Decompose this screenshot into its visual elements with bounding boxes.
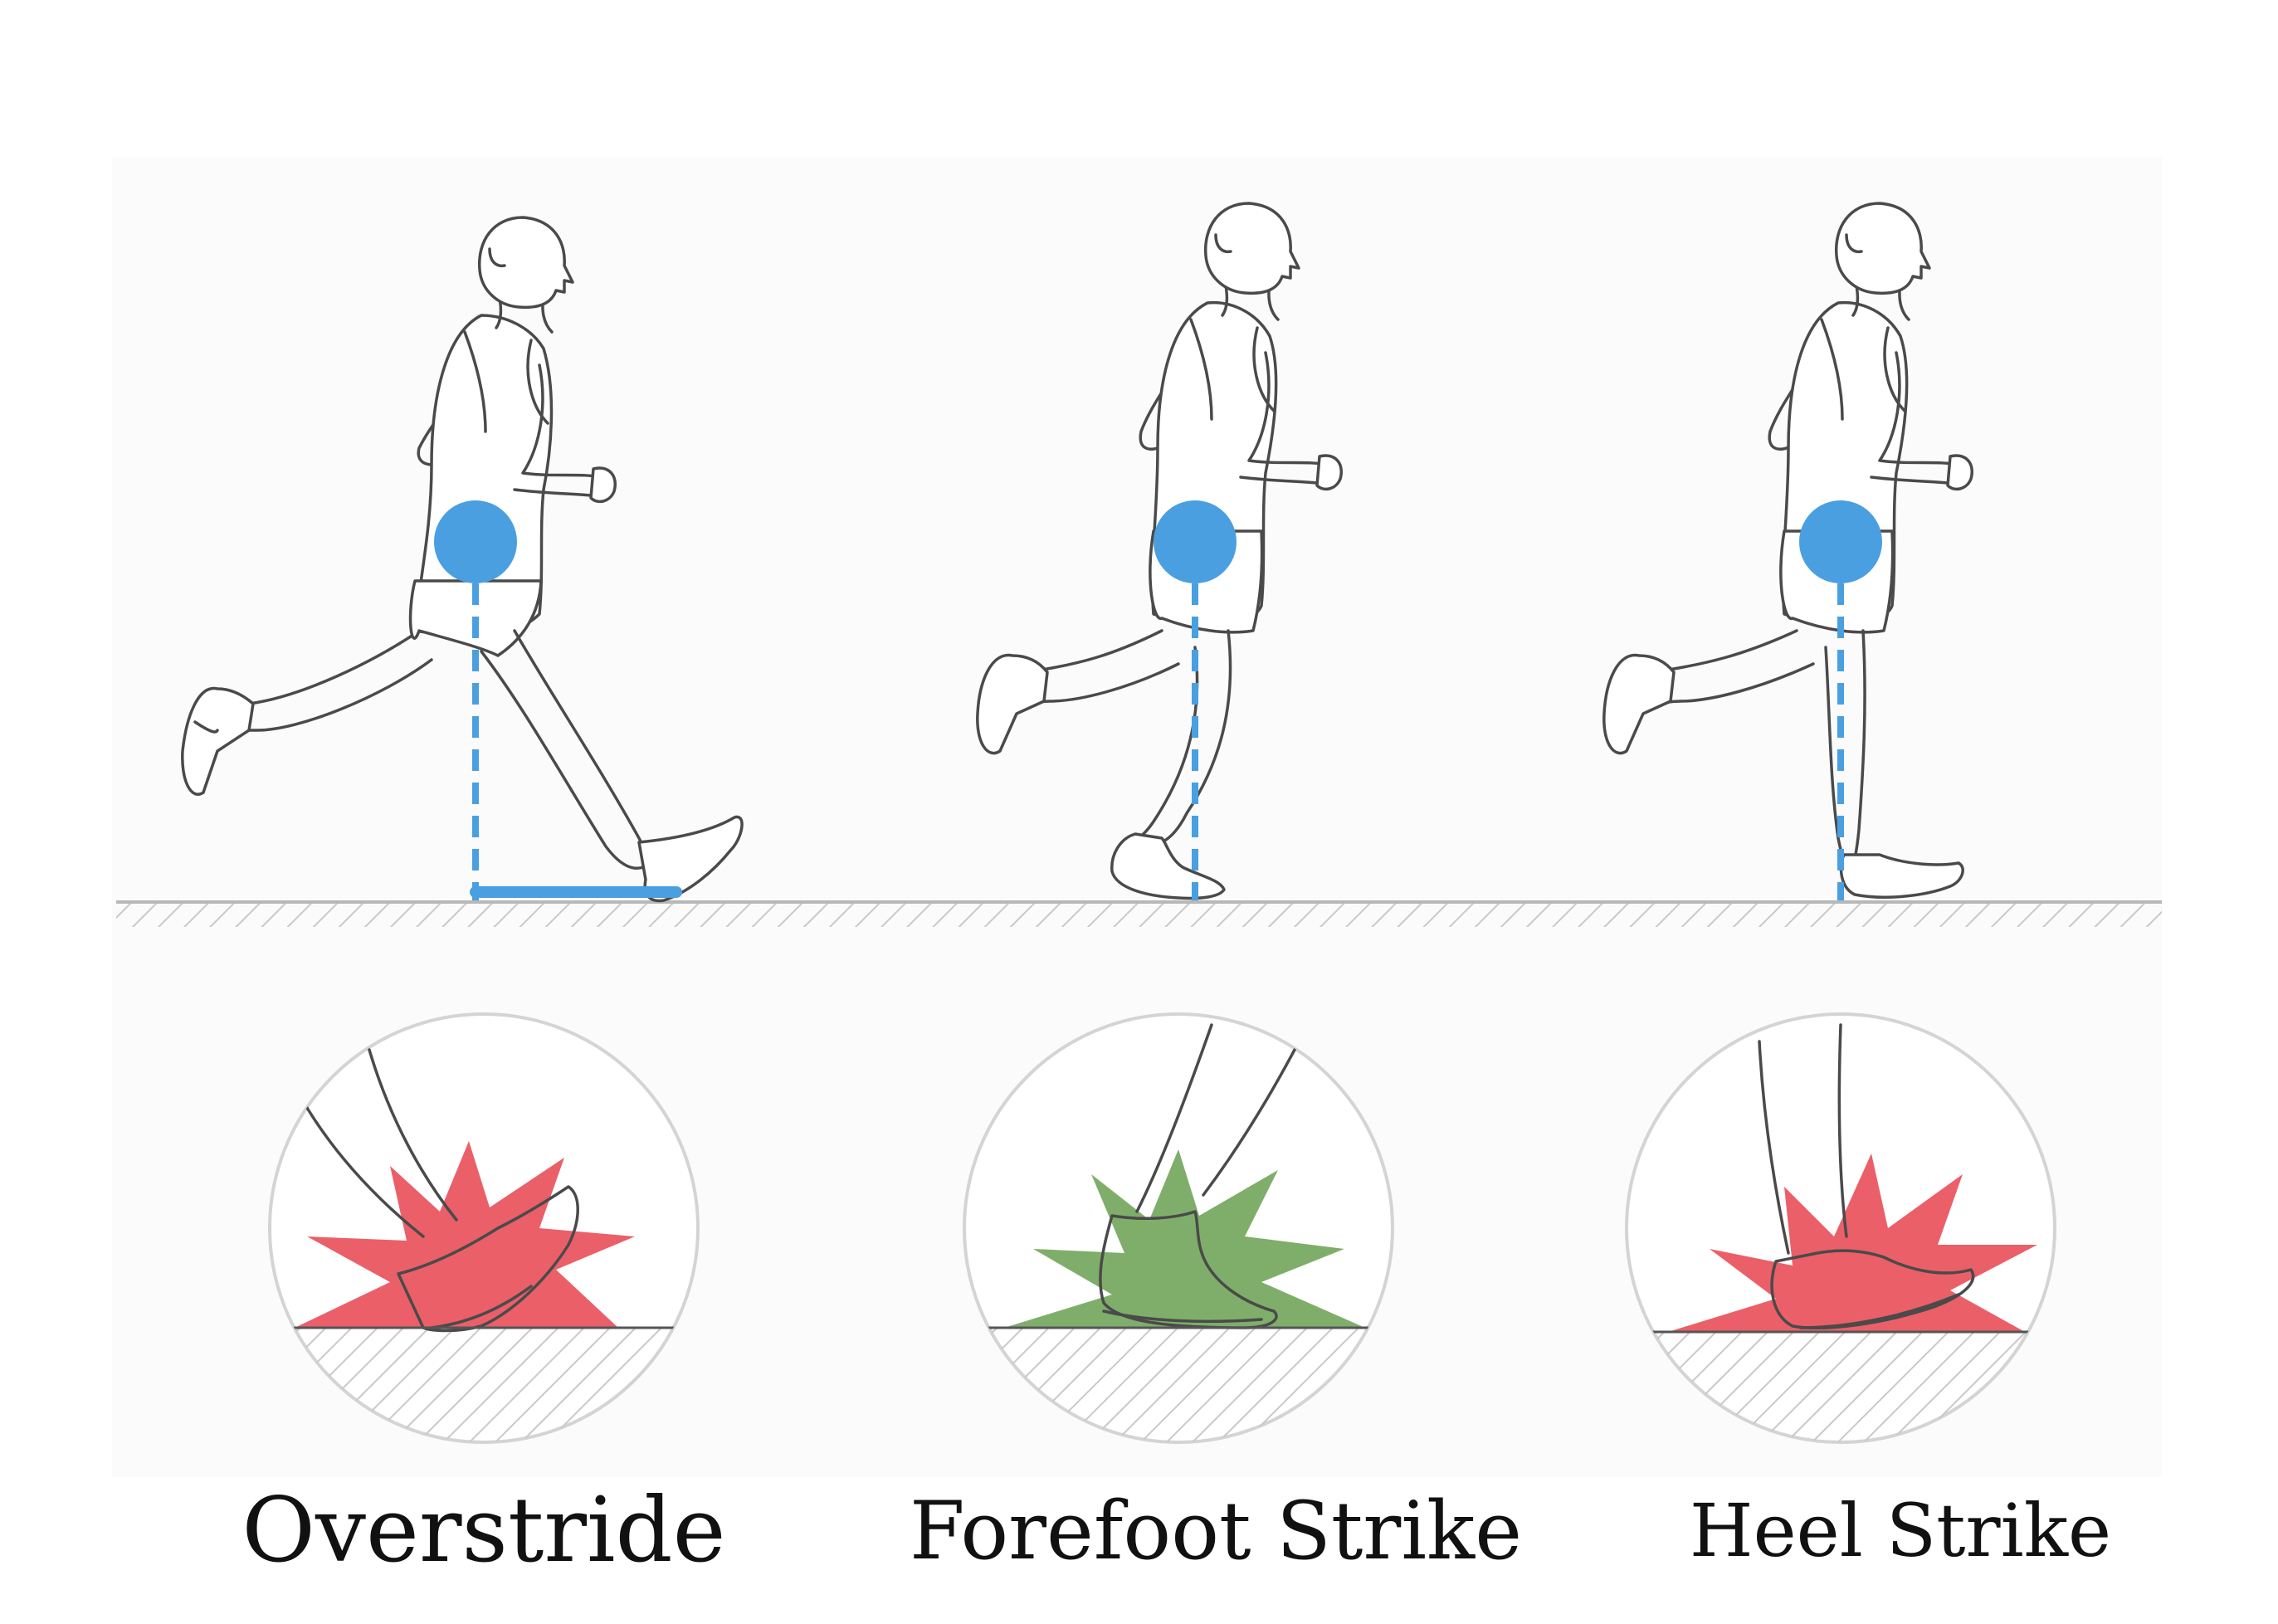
ground — [116, 900, 2162, 927]
forefoot-markers — [1154, 500, 1237, 900]
overstride-markers — [434, 500, 682, 900]
impact-burst-red — [1668, 1153, 2037, 1332]
impact-burst-green — [1004, 1149, 1365, 1328]
center-of-mass-marker — [1154, 500, 1237, 583]
label-heel-strike: Heel Strike — [1689, 1488, 2112, 1573]
runner-overstride — [181, 216, 744, 903]
label-overstride: Overstride — [241, 1479, 726, 1583]
center-of-mass-marker — [434, 500, 517, 583]
center-of-mass-marker — [1799, 500, 1882, 583]
heel-markers — [1799, 500, 1882, 900]
impact-burst-red — [295, 1141, 635, 1328]
label-forefoot-strike: Forefoot Strike — [910, 1485, 1522, 1578]
